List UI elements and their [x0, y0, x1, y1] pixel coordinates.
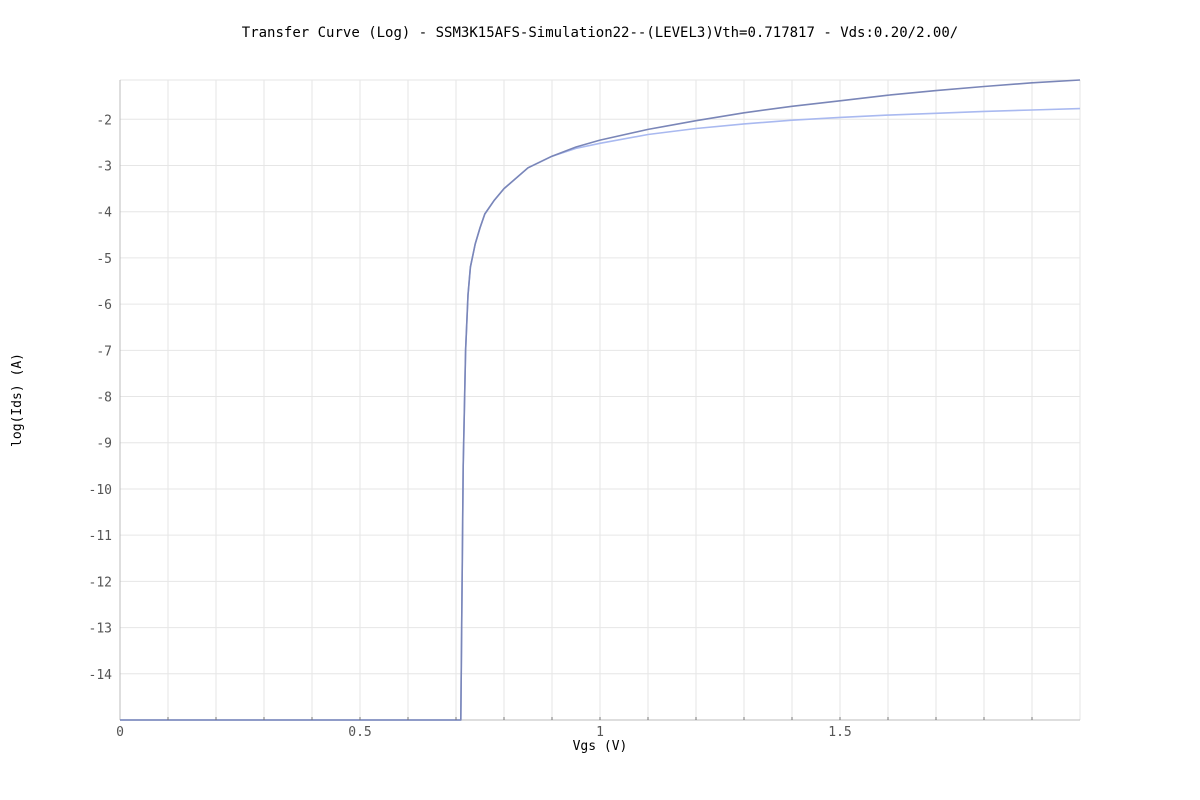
y-tick-label: -8	[96, 391, 112, 406]
series-line-vds-2-00	[120, 79, 1081, 721]
y-tick-label: -11	[89, 529, 112, 544]
y-tick-label: -10	[89, 483, 112, 498]
y-tick-label: -9	[96, 437, 112, 452]
y-tick-label: -3	[96, 159, 112, 174]
chart-title: Transfer Curve (Log) - SSM3K15AFS-Simula…	[242, 25, 958, 41]
y-tick-label: -5	[96, 252, 112, 267]
y-axis-label: log(Ids) (A)	[10, 353, 25, 447]
y-tick-label: -2	[96, 113, 112, 128]
y-tick-label: -14	[89, 668, 113, 683]
y-tick-label: -7	[96, 344, 112, 359]
y-tick-label: -6	[96, 298, 112, 313]
x-tick-label: 0.5	[348, 725, 371, 740]
x-tick-label: 1	[596, 725, 604, 740]
x-tick-label: 1.5	[828, 725, 851, 740]
x-tick-label: 0	[116, 725, 124, 740]
x-axis-label: Vgs (V)	[573, 739, 628, 754]
tick-layer: -2 -3 -4 -5 -6 -7 -8 -9 -10 -11 -12 -13 -14 0 0.5 1 1.5	[89, 113, 1033, 740]
y-tick-label: -12	[89, 575, 112, 590]
y-tick-label: -4	[96, 206, 112, 221]
grid-layer	[120, 79, 1081, 720]
series-layer	[120, 79, 1081, 721]
y-tick-label: -13	[89, 622, 112, 637]
